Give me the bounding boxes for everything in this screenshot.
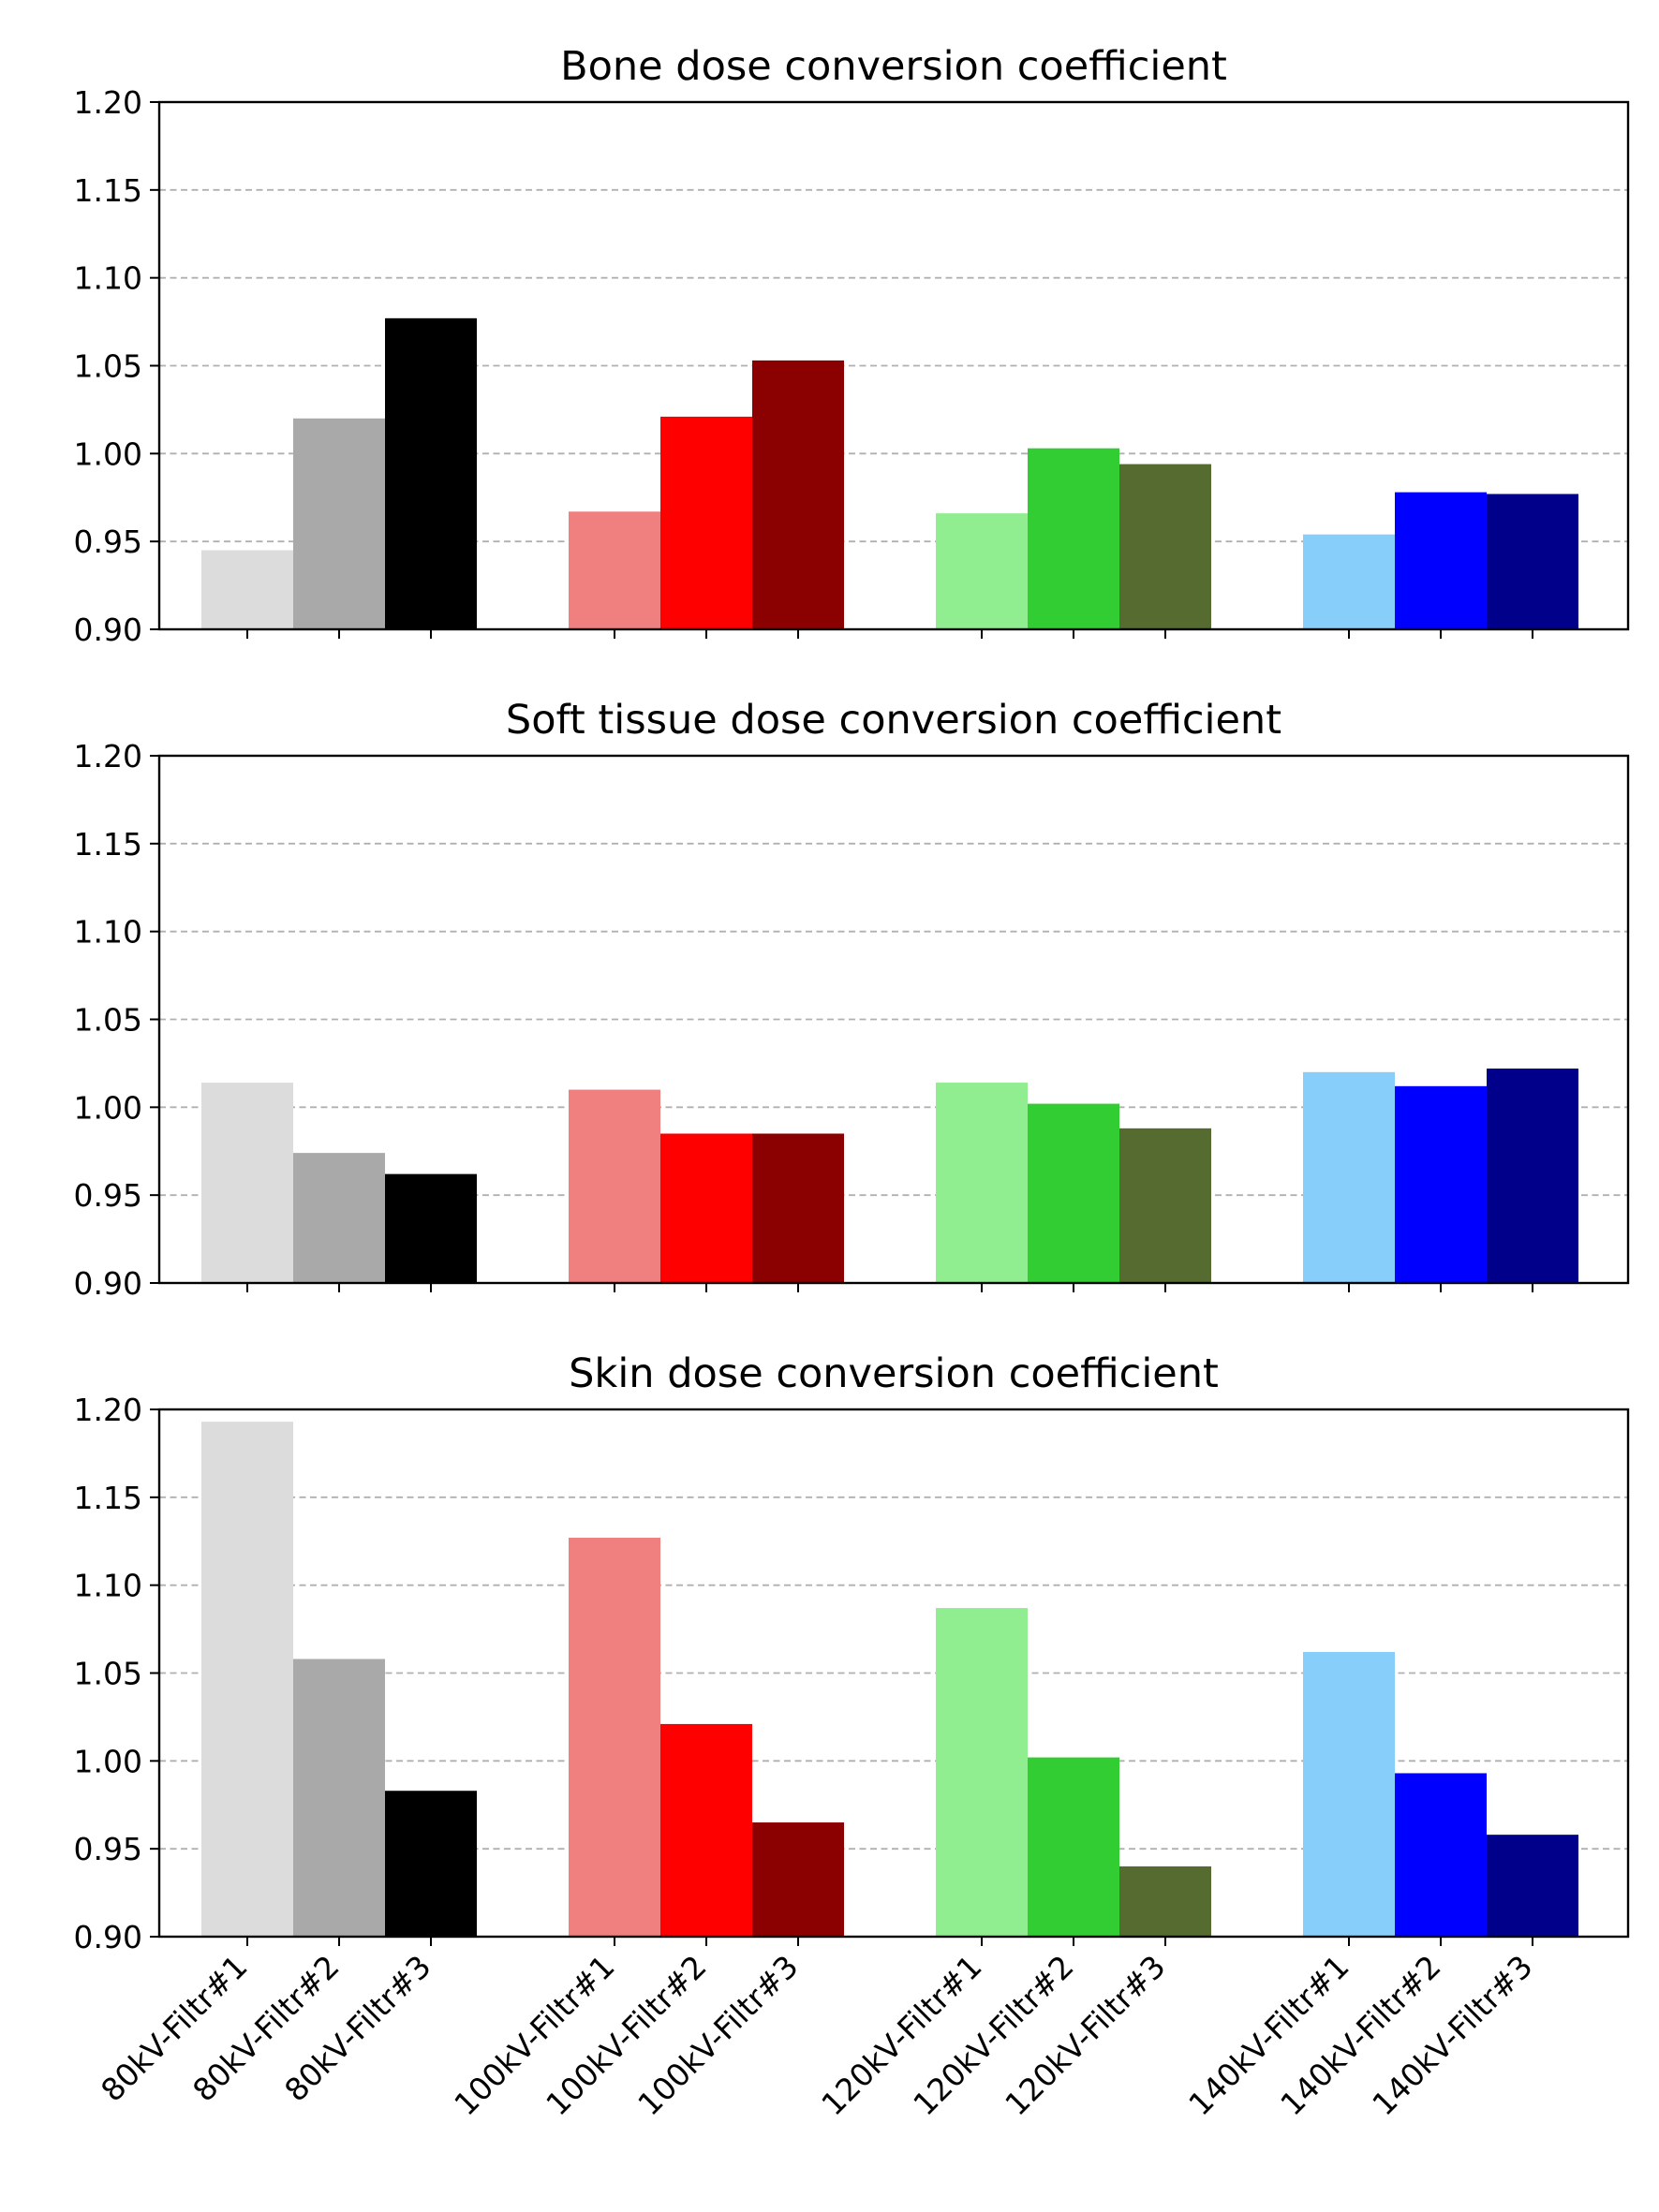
bar-140kv-filtr3 <box>1487 1069 1578 1283</box>
y-tick-label: 1.15 <box>74 1480 142 1516</box>
x-tick-label: 140kV-Filtr#1 <box>1181 1948 1355 2122</box>
bar-80kv-filtr3 <box>385 1173 477 1283</box>
bar-120kv-filtr1 <box>936 1083 1028 1283</box>
y-tick-label: 1.15 <box>74 826 142 863</box>
y-tick-label: 0.90 <box>74 1265 142 1302</box>
bar-140kv-filtr2 <box>1395 492 1487 629</box>
y-tick-label: 0.95 <box>74 1177 142 1214</box>
bar-100kv-filtr2 <box>660 416 752 629</box>
y-tick-label: 1.05 <box>74 1002 142 1039</box>
x-tick-label: 140kV-Filtr#2 <box>1273 1948 1447 2122</box>
y-tick-label: 1.05 <box>74 348 142 385</box>
y-tick-label: 1.20 <box>74 738 142 774</box>
x-tick-label: 120kV-Filtr#2 <box>906 1948 1080 2122</box>
bar-120kv-filtr3 <box>1119 1128 1211 1283</box>
y-tick-label: 0.95 <box>74 1831 142 1867</box>
bar-80kv-filtr2 <box>293 1153 385 1283</box>
x-tick-label: 120kV-Filtr#3 <box>998 1948 1172 2122</box>
x-tick-label: 100kV-Filtr#1 <box>447 1948 621 2122</box>
bar-120kv-filtr2 <box>1028 1103 1119 1283</box>
bar-140kv-filtr3 <box>1487 494 1578 629</box>
bar-80kv-filtr3 <box>385 317 477 629</box>
y-tick-label: 1.00 <box>74 1743 142 1779</box>
y-tick-label: 1.10 <box>74 260 142 297</box>
bar-140kv-filtr3 <box>1487 1835 1578 1937</box>
bar-80kv-filtr1 <box>201 550 293 629</box>
skin-dose-panel: Skin dose conversion coefficient 0.90 0.95… <box>74 1350 1630 2123</box>
y-tick-label: 1.10 <box>74 914 142 951</box>
soft-tissue-dose-panel: Soft tissue dose conversion coefficient 0… <box>74 697 1630 1302</box>
bar-80kv-filtr1 <box>201 1083 293 1283</box>
chart-title: Skin dose conversion coefficient <box>569 1350 1219 1397</box>
bar-120kv-filtr2 <box>1028 1757 1119 1937</box>
y-tick-label: 0.95 <box>74 524 142 560</box>
chart-title: Soft tissue dose conversion coefficient <box>506 697 1281 744</box>
bar-100kv-filtr1 <box>569 1537 660 1937</box>
y-tick-label: 1.10 <box>74 1568 142 1604</box>
bar-120kv-filtr2 <box>1028 448 1119 629</box>
chart-title: Bone dose conversion coefficient <box>560 43 1227 90</box>
y-tick-label: 1.00 <box>74 435 142 472</box>
bar-100kv-filtr2 <box>660 1723 752 1937</box>
x-tick-label: 140kV-Filtr#3 <box>1365 1948 1539 2122</box>
bar-120kv-filtr3 <box>1119 1865 1211 1937</box>
bar-100kv-filtr3 <box>752 360 844 629</box>
y-tick-label: 1.05 <box>74 1656 142 1692</box>
bar-100kv-filtr2 <box>660 1133 752 1283</box>
bar-140kv-filtr1 <box>1303 1071 1395 1283</box>
bar-100kv-filtr1 <box>569 1089 660 1283</box>
bone-dose-panel: Bone dose conversion coefficient 0.90 0.95… <box>74 43 1630 648</box>
bar-100kv-filtr1 <box>569 511 660 629</box>
bar-140kv-filtr1 <box>1303 534 1395 629</box>
x-tick-label: 100kV-Filtr#2 <box>539 1948 713 2122</box>
bar-80kv-filtr1 <box>201 1422 293 1937</box>
y-tick-label: 0.90 <box>74 612 142 648</box>
x-tick-label: 100kV-Filtr#3 <box>630 1948 805 2122</box>
y-tick-label: 1.20 <box>74 84 142 121</box>
bar-120kv-filtr1 <box>936 1608 1028 1937</box>
bar-80kv-filtr2 <box>293 418 385 629</box>
bar-80kv-filtr2 <box>293 1659 385 1937</box>
y-tick-label: 1.15 <box>74 172 142 209</box>
bar-140kv-filtr1 <box>1303 1651 1395 1937</box>
bar-80kv-filtr3 <box>385 1791 477 1937</box>
bar-140kv-filtr2 <box>1395 1773 1487 1937</box>
x-tick-label: 120kV-Filtr#1 <box>814 1948 988 2122</box>
y-tick-label: 1.00 <box>74 1089 142 1126</box>
bar-120kv-filtr1 <box>936 513 1028 629</box>
bar-120kv-filtr3 <box>1119 464 1211 629</box>
y-tick-label: 1.20 <box>74 1392 142 1428</box>
y-tick-label: 0.90 <box>74 1919 142 1955</box>
bar-100kv-filtr3 <box>752 1822 844 1937</box>
bar-140kv-filtr2 <box>1395 1085 1487 1283</box>
bar-100kv-filtr3 <box>752 1133 844 1283</box>
